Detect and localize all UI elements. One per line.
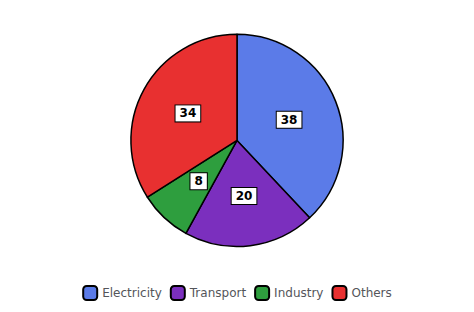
- svg-text:34: 34: [180, 106, 197, 120]
- svg-text:Industry: Industry: [274, 286, 323, 300]
- svg-text:Others: Others: [351, 286, 391, 300]
- svg-text:20: 20: [236, 189, 253, 203]
- svg-text:38: 38: [281, 113, 298, 127]
- svg-text:8: 8: [194, 174, 202, 188]
- svg-text:Electricity: Electricity: [102, 286, 162, 300]
- svg-text:Transport: Transport: [189, 286, 247, 300]
